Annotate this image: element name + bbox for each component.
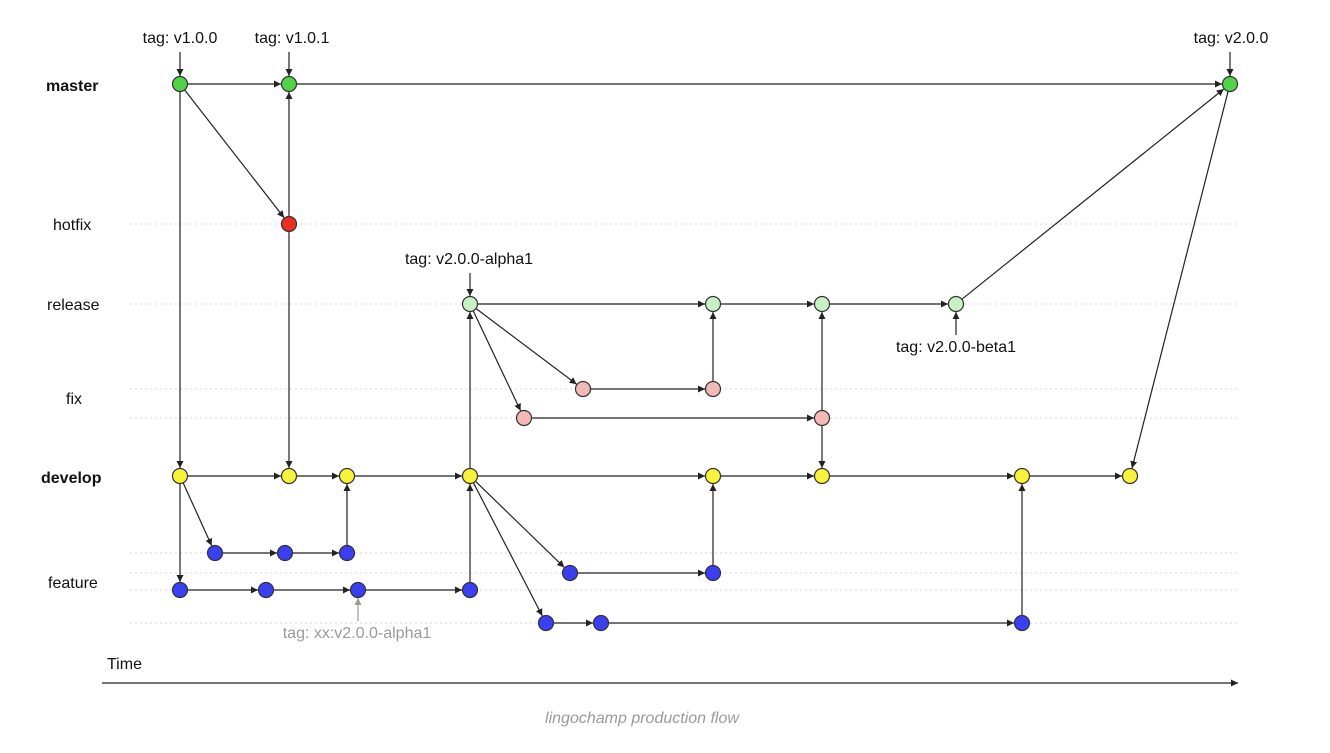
commit-node-master-m1[interactable]	[171, 75, 189, 93]
commit-node-develop-d6[interactable]	[813, 467, 831, 485]
commit-node-fix-f1[interactable]	[574, 380, 592, 398]
commit-node-feature-fb2[interactable]	[257, 581, 275, 599]
time-axis: Time	[102, 656, 1238, 687]
commit-node-release-r1[interactable]	[461, 295, 479, 313]
edge-d4-fd1	[472, 482, 543, 617]
tag-v1-0-1: tag: v1.0.1	[255, 30, 330, 47]
lane-labels: master hotfix release fix develop featur…	[41, 78, 102, 592]
commit-node-develop-d1[interactable]	[171, 467, 189, 485]
commit-node-feature-fd3[interactable]	[1013, 614, 1031, 632]
commit-node-fix-f4[interactable]	[813, 409, 831, 427]
edge-m1-h1	[184, 89, 285, 219]
commit-node-feature-fa3[interactable]	[338, 544, 356, 562]
commit-edges	[176, 80, 1229, 627]
edge-r1-f3	[472, 310, 522, 412]
commit-node-feature-fa1[interactable]	[206, 544, 224, 562]
commit-node-feature-fc2[interactable]	[704, 564, 722, 582]
commit-node-feature-fb3[interactable]	[349, 581, 367, 599]
commit-node-hotfix-h1[interactable]	[280, 215, 298, 233]
diagram-caption: lingochamp production flow	[545, 710, 740, 727]
commit-node-fix-f3[interactable]	[515, 409, 533, 427]
commit-node-release-r3[interactable]	[813, 295, 831, 313]
tag-xx-v2-0-0-alpha1: tag: xx:v2.0.0-alpha1	[283, 625, 432, 642]
commit-node-feature-fd2[interactable]	[592, 614, 610, 632]
tag-v1-0-0: tag: v1.0.0	[143, 30, 218, 47]
lane-label-develop: develop	[41, 470, 102, 487]
commit-node-feature-fb1[interactable]	[171, 581, 189, 599]
commit-nodes	[171, 75, 1239, 632]
lane-guides	[130, 223, 1240, 624]
commit-node-release-r2[interactable]	[704, 295, 722, 313]
lane-label-feature: feature	[48, 575, 98, 592]
tag-v2-0-0-alpha1: tag: v2.0.0-alpha1	[405, 251, 533, 268]
lane-label-hotfix: hotfix	[53, 217, 91, 234]
lane-label-release: release	[47, 297, 100, 314]
edge-r4-m3	[961, 88, 1225, 300]
tag-v2-0-0-beta1: tag: v2.0.0-beta1	[896, 339, 1016, 356]
edge-r1-f1	[475, 308, 577, 385]
edge-m3-d8	[1130, 91, 1229, 469]
commit-node-feature-fc1[interactable]	[561, 564, 579, 582]
commit-node-fix-f2[interactable]	[704, 380, 722, 398]
commit-node-release-r4[interactable]	[947, 295, 965, 313]
commit-node-feature-fa2[interactable]	[276, 544, 294, 562]
lane-label-fix: fix	[66, 391, 82, 408]
commit-node-master-m3[interactable]	[1221, 75, 1239, 93]
commit-node-develop-d3[interactable]	[338, 467, 356, 485]
commit-node-develop-d8[interactable]	[1121, 467, 1139, 485]
commit-node-develop-d2[interactable]	[280, 467, 298, 485]
commit-node-develop-d4[interactable]	[461, 467, 479, 485]
edge-d4-fc1	[474, 480, 565, 568]
commit-node-master-m2[interactable]	[280, 75, 298, 93]
commit-node-develop-d7[interactable]	[1013, 467, 1031, 485]
commit-node-feature-fd1[interactable]	[537, 614, 555, 632]
tag-labels: tag: v1.0.0 tag: v1.0.1 tag: v2.0.0 tag:…	[143, 30, 1269, 642]
commit-node-develop-d5[interactable]	[704, 467, 722, 485]
edge-d1-fa1	[182, 482, 213, 546]
lane-label-master: master	[46, 78, 98, 95]
tag-v2-0-0: tag: v2.0.0	[1194, 30, 1269, 47]
time-axis-label: Time	[107, 656, 142, 673]
commit-node-feature-fb4[interactable]	[461, 581, 479, 599]
